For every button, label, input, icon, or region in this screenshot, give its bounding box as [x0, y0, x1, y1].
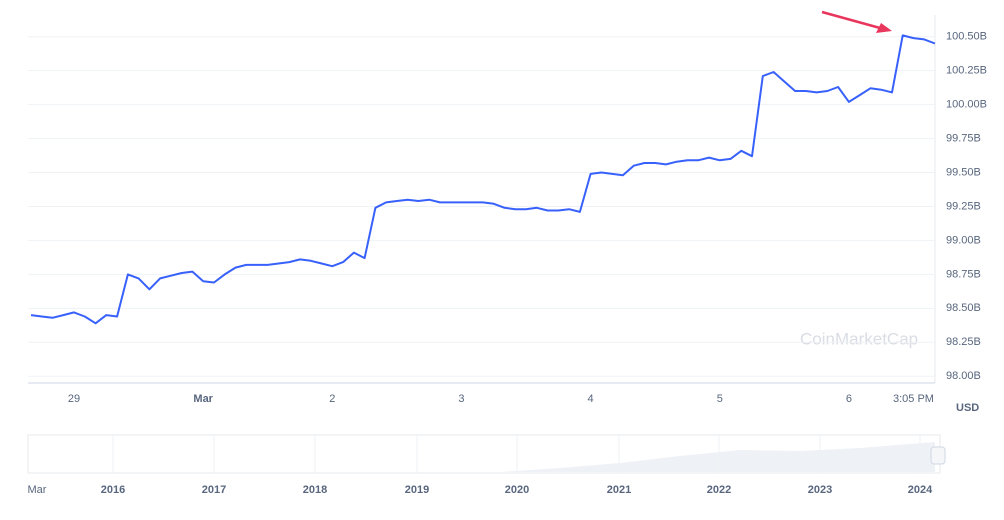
- watermark: CoinMarketCap: [800, 329, 918, 348]
- y-tick-label: 99.00B: [946, 234, 981, 246]
- price-line: [30, 34, 936, 325]
- navigator-handle[interactable]: [930, 446, 946, 465]
- navigator-label: 2017: [202, 484, 226, 496]
- x-tick-label: Mar: [193, 393, 213, 405]
- x-tick-label: 2: [329, 393, 335, 405]
- x-tick-label: 3: [458, 393, 464, 405]
- annotation-arrow: [821, 10, 881, 30]
- navigator-label: 2022: [707, 484, 731, 496]
- navigator-label: 2019: [405, 484, 429, 496]
- navigator-label: Mar: [28, 484, 47, 496]
- x-tick-label: 4: [588, 393, 594, 405]
- x-tick-label: 5: [717, 393, 723, 405]
- y-tick-label: 100.00B: [946, 99, 987, 111]
- navigator-label: 2016: [101, 484, 125, 496]
- y-tick-label: 98.75B: [946, 268, 981, 280]
- navigator-label: 2021: [607, 484, 631, 496]
- x-tick-label: 29: [68, 393, 80, 405]
- y-tick-label: 98.00B: [946, 370, 981, 382]
- y-axis-unit: USD: [956, 402, 979, 414]
- y-tick-label: 98.50B: [946, 302, 981, 314]
- navigator-label: 2023: [808, 484, 832, 496]
- navigator-label: 2018: [303, 484, 327, 496]
- y-tick-label: 99.25B: [946, 200, 981, 212]
- x-tick-label: 3:05 PM: [893, 393, 934, 405]
- y-tick-label: 100.25B: [946, 65, 987, 77]
- navigator-area: [28, 442, 935, 472]
- y-tick-label: 98.25B: [946, 336, 981, 348]
- y-tick-label: 99.75B: [946, 132, 981, 144]
- x-tick-label: 6: [846, 393, 852, 405]
- y-tick-label: 99.50B: [946, 166, 981, 178]
- y-tick-label: 100.50B: [946, 31, 987, 43]
- navigator-label: 2020: [505, 484, 529, 496]
- navigator-label: 2024: [908, 484, 933, 496]
- annotation-arrowhead: [876, 23, 892, 33]
